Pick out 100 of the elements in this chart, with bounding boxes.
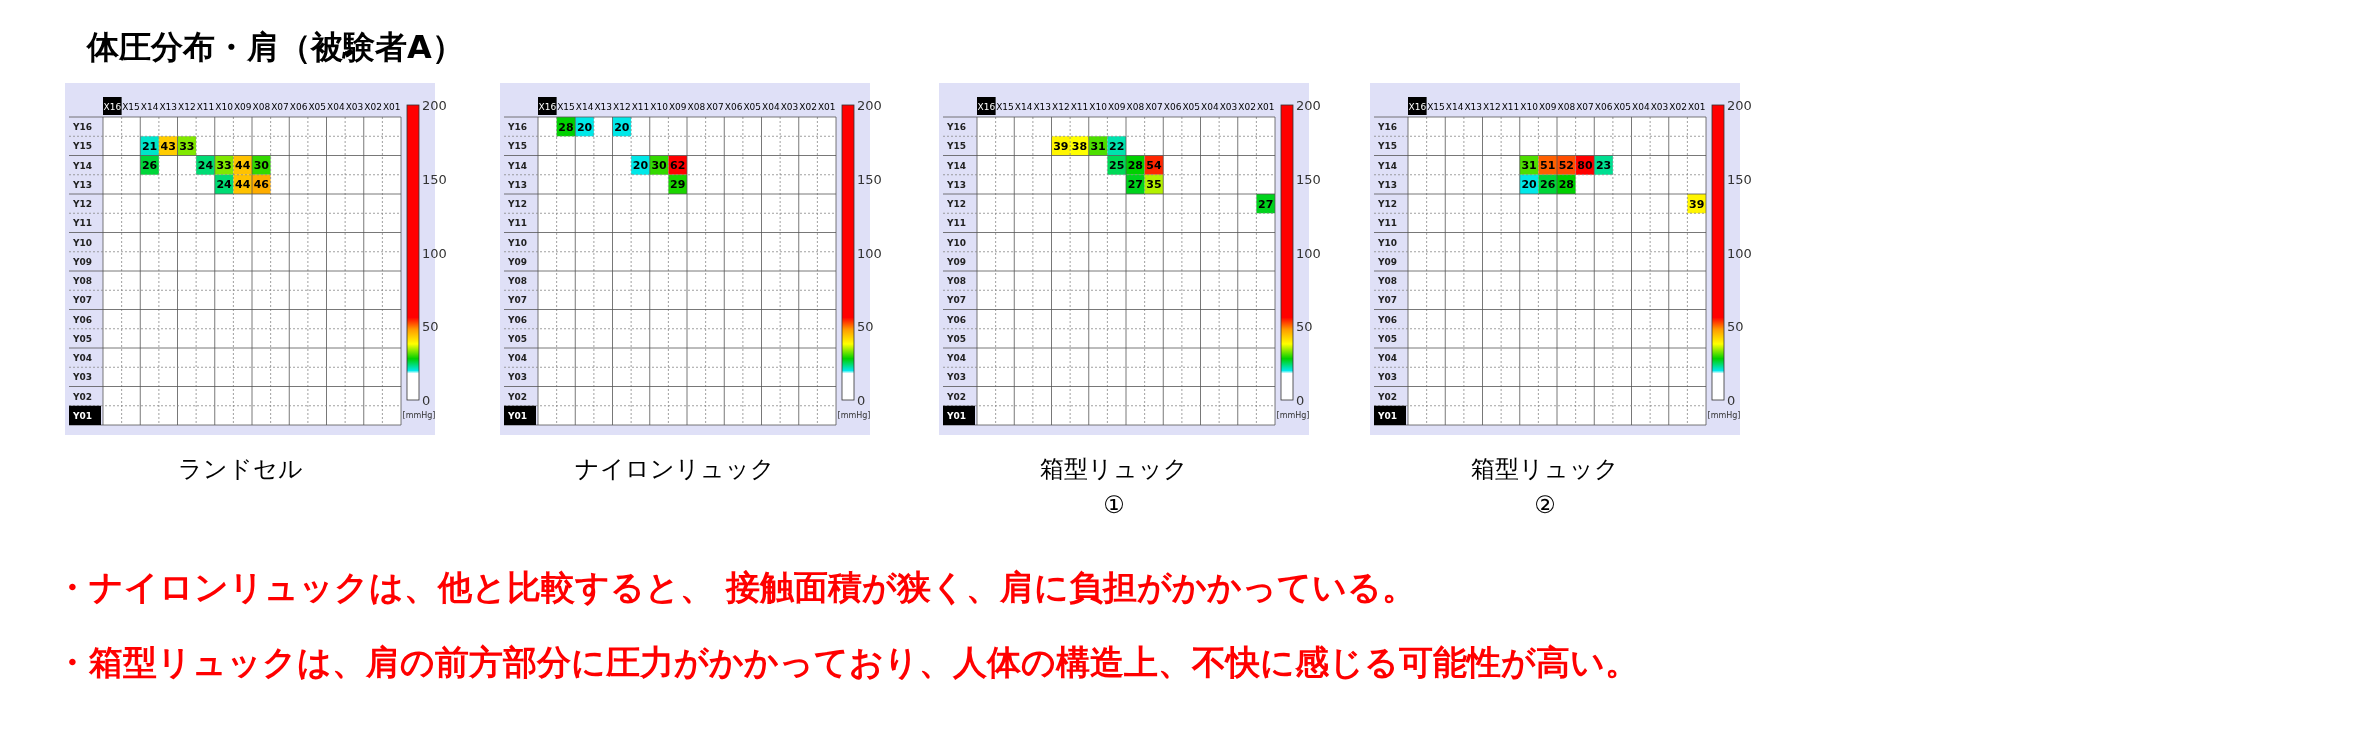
color-bar-label: 200 [857,98,882,113]
data-label: 27 [1258,197,1274,211]
x-tick-label: X04 [327,102,345,112]
y-tick-label: Y08 [1377,276,1398,287]
y-tick-label: Y01 [72,410,93,421]
y-tick-label: Y03 [1377,372,1398,383]
x-tick-label: X07 [1145,102,1163,112]
x-tick-label: X02 [1669,102,1687,112]
color-bar-label: 50 [422,319,439,335]
data-label: 39 [1053,139,1069,153]
x-tick-label: X11 [196,102,215,112]
y-tick-label: Y15 [72,141,93,152]
x-tick-label: X07 [271,102,289,112]
data-label: 39 [1689,197,1705,211]
text: 箱型リュック ① [1040,455,1188,519]
y-tick-label: Y13 [1377,179,1398,190]
data-label: 26 [1540,178,1556,192]
data-label: 25 [1109,159,1125,173]
data-label: 30 [253,159,270,173]
y-tick-label: Y03 [507,372,528,383]
data-label: 24 [197,159,214,173]
y-tick-label: Y01 [946,410,967,421]
color-bar-label: 50 [857,319,874,335]
x-tick-label: X07 [706,102,724,112]
y-tick-label: Y12 [946,199,967,210]
color-bar-label: 50 [1296,319,1313,335]
x-tick-label: X03 [1650,102,1669,112]
y-tick-label: Y09 [946,256,967,267]
data-label: 24 [216,178,233,192]
x-tick-label: X16 [1408,102,1427,112]
data-label: 23 [1595,159,1612,173]
x-tick-label: X07 [1576,102,1594,112]
x-tick-label: X03 [345,102,364,112]
x-tick-label: X09 [1107,102,1126,112]
color-bar-label: 200 [1727,98,1752,113]
text: ランドセル [177,455,303,483]
x-tick-label: X15 [1427,102,1445,112]
y-tick-label: Y09 [507,256,528,267]
data-label: 62 [670,159,686,173]
data-label: 20 [632,159,649,173]
x-tick-label: X08 [687,102,706,112]
data-label: 28 [1127,159,1143,173]
y-tick-label: Y03 [946,372,967,383]
x-tick-label: X05 [308,102,326,112]
x-tick-label: X02 [799,102,817,112]
x-tick-label: X08 [252,102,271,112]
x-tick-label: X10 [650,102,669,112]
x-tick-label: X10 [215,102,234,112]
y-tick-label: Y14 [946,160,967,171]
color-bar-label: 0 [1727,393,1736,408]
y-tick-label: Y02 [72,391,93,402]
x-tick-label: X13 [159,102,177,112]
x-tick-label: X14 [140,102,159,112]
y-tick-label: Y13 [946,179,967,190]
color-bar-label: 0 [857,393,866,408]
color-bar-label: 100 [1727,245,1752,261]
y-tick-label: Y11 [1377,218,1398,229]
x-tick-label: X15 [996,102,1014,112]
text: 体圧分布・肩（被験者A） [86,28,464,66]
x-tick-label: X08 [1557,102,1576,112]
y-tick-label: Y14 [72,160,93,171]
y-tick-label: Y07 [946,295,967,306]
y-tick-label: Y08 [946,276,967,287]
x-tick-label: X13 [1033,102,1051,112]
data-label: 33 [179,139,195,153]
y-tick-label: Y13 [72,179,93,190]
y-tick-label: Y09 [72,256,93,267]
y-tick-label: Y06 [72,314,93,325]
y-tick-label: Y16 [946,122,967,133]
data-label: 35 [1146,178,1162,192]
color-bar-label: 200 [422,98,447,113]
y-tick-label: Y02 [1377,391,1398,402]
x-tick-label: X15 [122,102,140,112]
color-bar-label: 150 [1727,171,1752,187]
x-tick-label: X12 [613,102,631,112]
x-tick-label: X06 [289,102,308,112]
x-tick-label: X03 [780,102,799,112]
x-tick-label: X06 [1163,102,1182,112]
y-tick-label: Y15 [946,141,967,152]
y-tick-label: Y02 [946,391,967,402]
color-bar-label: 150 [857,171,882,187]
data-label: 30 [651,159,668,173]
y-tick-label: Y03 [72,372,93,383]
y-tick-label: Y04 [72,353,93,364]
y-tick-label: Y11 [72,218,93,229]
data-label: 21 [141,139,158,153]
x-tick-label: X12 [1483,102,1501,112]
x-tick-label: X02 [364,102,382,112]
data-label: 27 [1127,178,1143,192]
x-tick-label: X12 [1052,102,1070,112]
y-tick-label: Y05 [1377,333,1398,344]
y-tick-label: Y12 [1377,199,1398,210]
x-tick-label: X10 [1089,102,1108,112]
y-tick-label: Y06 [946,314,967,325]
x-tick-label: X16 [977,102,996,112]
x-tick-label: X05 [743,102,761,112]
x-tick-label: X12 [178,102,196,112]
color-bar-label: 100 [1296,245,1321,261]
y-tick-label: Y07 [72,295,93,306]
y-tick-label: Y08 [507,276,528,287]
